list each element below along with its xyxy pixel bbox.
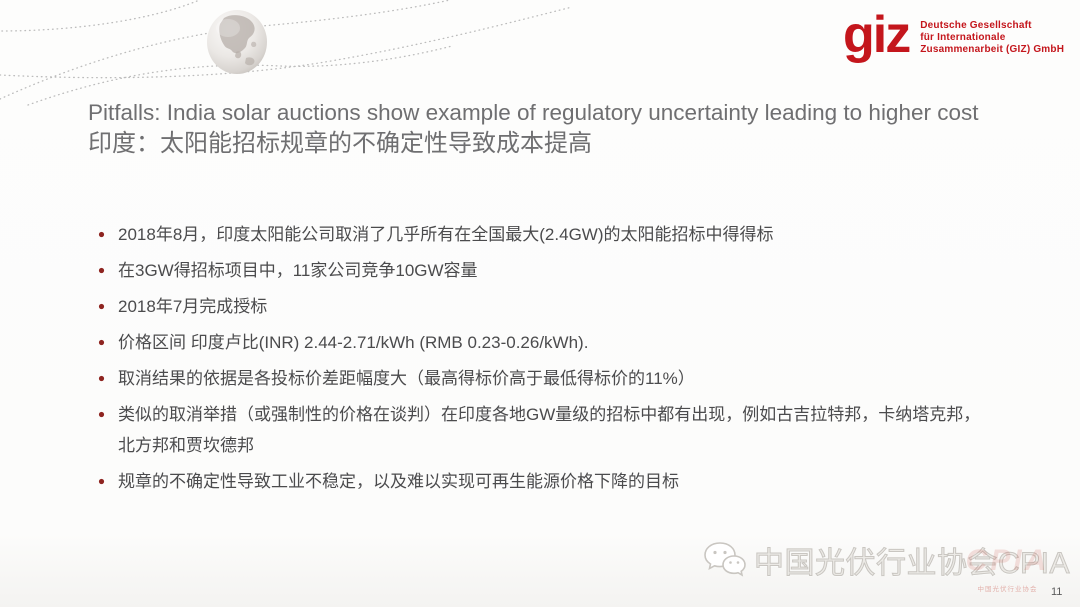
bullet-dot-icon (98, 303, 105, 310)
bullet-text: 在3GW得招标项目中，11家公司竞争10GW容量 (118, 261, 478, 280)
bullet-item: 在3GW得招标项目中，11家公司竞争10GW容量 (96, 255, 996, 286)
giz-tagline-line: Deutsche Gesellschaft (920, 20, 1032, 31)
bullet-text: 价格区间 印度卢比(INR) 2.44-2.71/kWh (RMB 0.23-0… (118, 333, 589, 352)
giz-logo: giz Deutsche Gesellschaft für Internatio… (843, 6, 1064, 64)
bullet-item: 价格区间 印度卢比(INR) 2.44-2.71/kWh (RMB 0.23-0… (96, 327, 996, 358)
bullet-list: 2018年8月，印度太阳能公司取消了几乎所有在全国最大(2.4GW)的太阳能招标… (96, 219, 996, 502)
giz-logo-wordmark: giz (843, 6, 911, 64)
globe-asia-icon (206, 8, 270, 76)
bullet-dot-icon (98, 231, 105, 238)
bullet-dot-icon (98, 478, 105, 485)
bullet-dot-icon (98, 411, 105, 418)
wechat-watermark-text: 中国光伏行业协会CPIA (753, 547, 1071, 581)
bullet-text: 2018年7月完成授标 (118, 297, 268, 316)
bullet-dot-icon (98, 339, 105, 346)
dotted-curves-decoration (0, 0, 573, 106)
slide-title-english: Pitfalls: India solar auctions show exam… (88, 100, 979, 125)
bullet-dot-icon (98, 267, 105, 274)
cpia-logo-subtext: 中国光伏行业协会 (977, 586, 1038, 593)
bullet-text: 规章的不确定性导致工业不稳定，以及难以实现可再生能源价格下降的目标 (118, 472, 679, 491)
page-number: 11 (1051, 586, 1063, 598)
wechat-watermark: 中国光伏行业协会CPIA (700, 538, 1070, 582)
bullet-text: 2018年8月，印度太阳能公司取消了几乎所有在全国最大(2.4GW)的太阳能招标… (118, 225, 774, 244)
giz-tagline-line: für Internationale (920, 32, 1006, 43)
bullet-item: 规章的不确定性导致工业不稳定，以及难以实现可再生能源价格下降的目标 (96, 466, 996, 497)
bullet-dot-icon (98, 375, 105, 382)
title-block: Pitfalls: India solar auctions show exam… (88, 98, 988, 159)
giz-tagline-line: Zusammenarbeit (GIZ) GmbH (920, 44, 1065, 55)
bullet-text: 取消结果的依据是各投标价差距幅度大（最高得标价高于最低得标价的11%） (118, 369, 695, 388)
bullet-item: 2018年7月完成授标 (96, 291, 996, 322)
giz-logo-tagline: Deutsche Gesellschaft für Internationale… (920, 10, 1064, 56)
bullet-item: 2018年8月，印度太阳能公司取消了几乎所有在全国最大(2.4GW)的太阳能招标… (96, 219, 996, 250)
slide-title-chinese: 印度：太阳能招标规章的不确定性导致成本提高 (88, 130, 592, 157)
bullet-item: 类似的取消举措（或强制性的价格在谈判）在印度各地GW量级的招标中都有出现，例如古… (96, 399, 996, 461)
wechat-icon (700, 539, 748, 581)
bullet-item: 取消结果的依据是各投标价差距幅度大（最高得标价高于最低得标价的11%） (96, 363, 996, 394)
bullet-text: 类似的取消举措（或强制性的价格在谈判）在印度各地GW量级的招标中都有出现，例如古… (118, 405, 981, 455)
